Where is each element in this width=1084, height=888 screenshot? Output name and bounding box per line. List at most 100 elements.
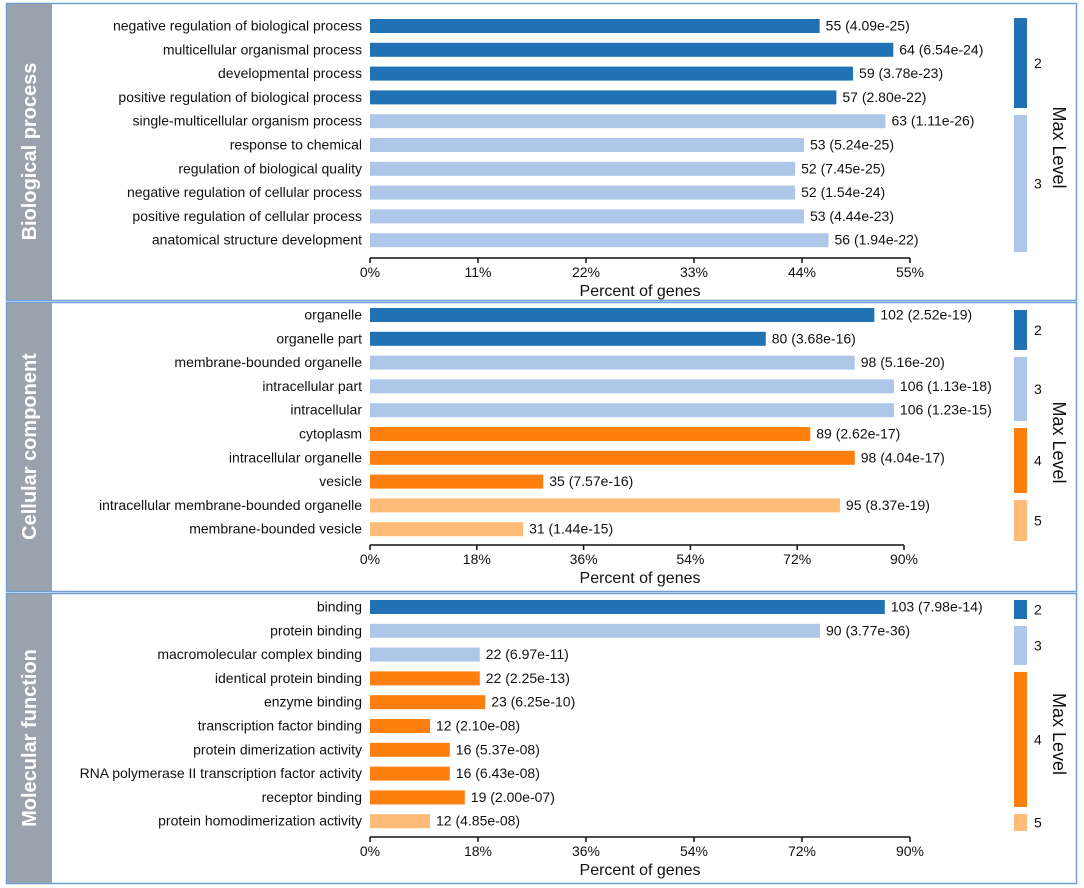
bar-value-label: 52 (1.54e-24) xyxy=(801,184,885,200)
bar-value-label: 22 (6.97e-11) xyxy=(486,646,569,662)
x-tick-label: 72% xyxy=(783,551,811,567)
bar-value-label: 12 (4.85e-08) xyxy=(436,813,520,829)
bar-value-label: 53 (5.24e-25) xyxy=(810,137,894,153)
category-label: protein homodimerization activity xyxy=(158,813,362,829)
category-label: binding xyxy=(317,599,362,615)
bar xyxy=(370,209,804,224)
x-tick-label: 54% xyxy=(676,551,704,567)
bar-value-label: 106 (1.13e-18) xyxy=(900,378,992,394)
category-label: transcription factor binding xyxy=(198,718,362,734)
bar xyxy=(370,600,885,614)
bar-value-label: 53 (4.44e-23) xyxy=(810,208,894,224)
legend-level-swatch xyxy=(1014,115,1027,252)
bar-value-label: 89 (2.62e-17) xyxy=(816,426,900,442)
category-label: membrane-bounded vesicle xyxy=(189,521,362,537)
legend-level-label: 3 xyxy=(1034,638,1042,654)
bar-value-label: 35 (7.57e-16) xyxy=(549,473,633,489)
bar xyxy=(370,114,886,129)
bar xyxy=(370,355,855,370)
x-tick-label: 90% xyxy=(890,551,918,567)
x-axis-label: Percent of genes xyxy=(580,862,701,879)
category-label: positive regulation of cellular process xyxy=(132,208,362,224)
section-biological-process: Biological process negative regulation of… xyxy=(5,2,1078,302)
section-cellular-component: Cellular component organelle 102 (2.52e-19… xyxy=(5,301,1078,593)
bar xyxy=(370,403,894,418)
x-tick-label: 0% xyxy=(360,264,380,280)
section-side-panel xyxy=(7,594,52,883)
bar-value-label: 23 (6.25e-10) xyxy=(491,694,575,710)
bar-value-label: 80 (3.68e-16) xyxy=(772,330,856,346)
category-label: organelle xyxy=(304,307,362,323)
category-label: receptor binding xyxy=(262,789,362,805)
legend-level-label: 4 xyxy=(1034,732,1042,748)
legend-level-label: 2 xyxy=(1034,55,1042,71)
bar-value-label: 64 (6.54e-24) xyxy=(899,41,983,57)
x-tick-label: 18% xyxy=(463,551,491,567)
category-label: positive regulation of biological proces… xyxy=(118,89,362,105)
legend-title: Max Level xyxy=(1049,693,1069,775)
legend-level-label: 2 xyxy=(1034,602,1042,618)
bar xyxy=(370,719,430,733)
bar-value-label: 63 (1.11e-26) xyxy=(891,113,974,129)
bar xyxy=(370,42,894,57)
legend-level-label: 3 xyxy=(1034,381,1042,397)
category-label: regulation of biological quality xyxy=(178,160,362,176)
bar-value-label: 98 (4.04e-17) xyxy=(861,449,945,465)
legend-level-label: 5 xyxy=(1034,513,1042,529)
x-tick-label: 0% xyxy=(360,551,380,567)
x-tick-label: 36% xyxy=(572,843,600,859)
section-title: Molecular function xyxy=(19,649,41,827)
bar xyxy=(370,161,796,176)
category-label: intracellular xyxy=(290,402,362,418)
category-label: enzyme binding xyxy=(264,694,362,710)
bar xyxy=(370,331,766,346)
section-frame xyxy=(5,2,1078,302)
category-label: organelle part xyxy=(276,330,362,346)
x-tick-label: 36% xyxy=(570,551,598,567)
bar xyxy=(370,19,820,33)
legend-level-swatch xyxy=(1014,500,1027,541)
bar-value-label: 90 (3.77e-36) xyxy=(826,622,910,638)
bar xyxy=(370,90,837,105)
section-frame xyxy=(5,301,1078,593)
x-tick-label: 54% xyxy=(680,843,708,859)
legend-level-swatch xyxy=(1014,814,1027,831)
category-label: intracellular organelle xyxy=(229,449,362,465)
bar-value-label: 19 (2.00e-07) xyxy=(471,789,555,805)
bar-value-label: 106 (1.23e-15) xyxy=(900,402,992,418)
category-label: intracellular membrane-bounded organelle xyxy=(99,497,362,513)
bar xyxy=(370,379,894,394)
legend-level-label: 2 xyxy=(1034,322,1042,338)
bar xyxy=(370,498,840,513)
bar-value-label: 103 (7.98e-14) xyxy=(891,599,983,615)
legend-level-label: 4 xyxy=(1034,453,1042,469)
bar xyxy=(370,695,486,710)
bar-value-label: 31 (1.44e-15) xyxy=(529,521,613,537)
bar-value-label: 56 (1.94e-22) xyxy=(835,232,919,248)
bar-value-label: 52 (7.45e-25) xyxy=(801,160,885,176)
category-label: macromolecular complex binding xyxy=(157,646,362,662)
x-tick-label: 33% xyxy=(680,264,708,280)
section-frame xyxy=(5,592,1078,885)
x-tick-label: 44% xyxy=(788,264,816,280)
bar-value-label: 102 (2.52e-19) xyxy=(880,307,972,323)
bar xyxy=(370,185,796,200)
legend-level-swatch xyxy=(1014,600,1027,619)
section-title: Biological process xyxy=(19,63,41,241)
category-label: response to chemical xyxy=(230,137,362,153)
bar-value-label: 16 (5.37e-08) xyxy=(456,741,540,757)
legend-level-swatch xyxy=(1014,357,1027,421)
legend-level-swatch xyxy=(1014,18,1027,108)
category-label: intracellular part xyxy=(262,378,362,394)
x-tick-label: 11% xyxy=(465,264,492,280)
category-label: single-multicellular organism process xyxy=(132,113,362,129)
category-label: cytoplasm xyxy=(299,426,362,442)
legend-level-swatch xyxy=(1014,428,1027,493)
category-label: protein dimerization activity xyxy=(193,741,362,757)
legend-level-swatch xyxy=(1014,626,1027,665)
bar xyxy=(370,308,875,322)
bar-value-label: 57 (2.80e-22) xyxy=(842,89,926,105)
bar-value-label: 55 (4.09e-25) xyxy=(826,18,910,34)
bar xyxy=(370,66,854,81)
legend-level-swatch xyxy=(1014,310,1027,350)
